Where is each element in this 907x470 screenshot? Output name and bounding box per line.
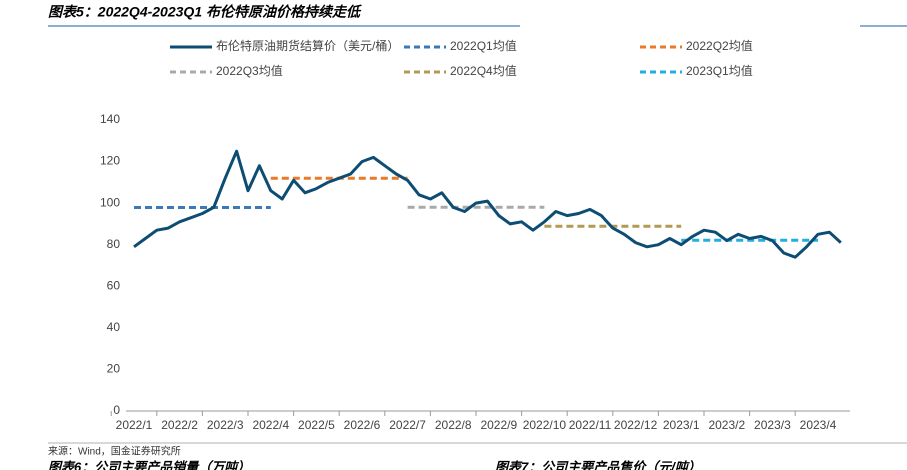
y-tick-label: 140 [100, 112, 120, 126]
legend-label: 2022Q3均值 [216, 63, 283, 78]
chart-title: 图表5：2022Q4-2023Q1 布伦特原油价格持续走低 [48, 4, 362, 20]
x-tick-label: 2022/3 [207, 418, 244, 432]
x-tick-label: 2022/2 [161, 418, 198, 432]
x-tick-label: 2022/1 [116, 418, 153, 432]
y-tick-label: 20 [107, 362, 121, 376]
x-tick-label: 2022/5 [298, 418, 335, 432]
x-tick-label: 2022/4 [252, 418, 289, 432]
x-tick-label: 2022/8 [435, 418, 472, 432]
x-tick-label: 2022/9 [480, 418, 517, 432]
x-tick-label: 2022/12 [614, 418, 658, 432]
legend-label: 布伦特原油期货结算价（美元/桶） [216, 38, 399, 53]
next-title: 图表6：公司主要产品销量（万吨） [48, 459, 250, 470]
legend-label: 2022Q1均值 [450, 38, 517, 53]
x-tick-label: 2022/7 [389, 418, 426, 432]
y-tick-label: 120 [100, 154, 120, 168]
legend-label: 2022Q4均值 [450, 63, 517, 78]
y-tick-label: 0 [113, 403, 120, 417]
y-tick-label: 40 [107, 320, 121, 334]
legend-label: 2022Q2均值 [686, 38, 753, 53]
x-tick-label: 2022/11 [569, 418, 612, 432]
y-tick-label: 60 [107, 278, 121, 292]
y-tick-label: 80 [107, 237, 121, 251]
y-tick-label: 100 [100, 195, 120, 209]
x-tick-label: 2022/6 [344, 418, 381, 432]
x-tick-label: 2023/4 [800, 418, 837, 432]
legend-label: 2023Q1均值 [686, 63, 753, 78]
next-title: 图表7：公司主要产品售价（元/吨） [495, 459, 701, 470]
source: 来源：Wind，国金证券研究所 [48, 445, 181, 458]
x-tick-label: 2022/10 [523, 418, 567, 432]
x-tick-label: 2023/1 [663, 418, 700, 432]
price-line [133, 149, 842, 259]
x-tick-label: 2023/2 [708, 418, 745, 432]
x-tick-label: 2023/3 [754, 418, 791, 432]
